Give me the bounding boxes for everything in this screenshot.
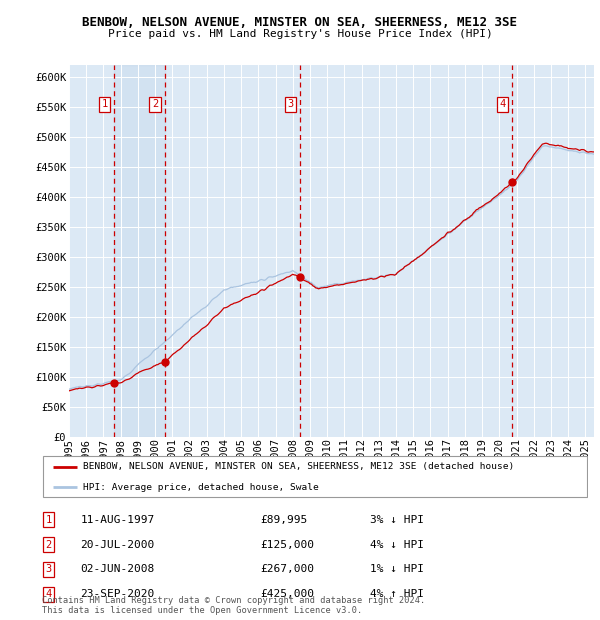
Text: BENBOW, NELSON AVENUE, MINSTER ON SEA, SHEERNESS, ME12 3SE: BENBOW, NELSON AVENUE, MINSTER ON SEA, S… [83, 16, 517, 29]
Text: BENBOW, NELSON AVENUE, MINSTER ON SEA, SHEERNESS, ME12 3SE (detached house): BENBOW, NELSON AVENUE, MINSTER ON SEA, S… [83, 462, 514, 471]
Text: 3: 3 [287, 99, 293, 109]
Text: 2: 2 [152, 99, 158, 109]
Text: 23-SEP-2020: 23-SEP-2020 [80, 590, 154, 600]
Text: HPI: Average price, detached house, Swale: HPI: Average price, detached house, Swal… [83, 482, 319, 492]
Text: 1: 1 [101, 99, 107, 109]
Text: 4: 4 [46, 590, 52, 600]
Text: 2: 2 [46, 539, 52, 549]
Text: £267,000: £267,000 [260, 564, 314, 575]
FancyBboxPatch shape [43, 456, 587, 497]
Text: £89,995: £89,995 [260, 515, 308, 525]
Text: Contains HM Land Registry data © Crown copyright and database right 2024.
This d: Contains HM Land Registry data © Crown c… [42, 596, 425, 615]
Bar [114, 65, 164, 437]
Text: 20-JUL-2000: 20-JUL-2000 [80, 539, 154, 549]
Text: 3% ↓ HPI: 3% ↓ HPI [370, 515, 424, 525]
Text: 1% ↓ HPI: 1% ↓ HPI [370, 564, 424, 575]
Text: £425,000: £425,000 [260, 590, 314, 600]
Text: 3: 3 [46, 564, 52, 575]
Text: 4% ↑ HPI: 4% ↑ HPI [370, 590, 424, 600]
Text: 4: 4 [499, 99, 506, 109]
Text: 1: 1 [46, 515, 52, 525]
Text: Price paid vs. HM Land Registry's House Price Index (HPI): Price paid vs. HM Land Registry's House … [107, 29, 493, 39]
Text: 4% ↓ HPI: 4% ↓ HPI [370, 539, 424, 549]
Text: 11-AUG-1997: 11-AUG-1997 [80, 515, 154, 525]
Text: 02-JUN-2008: 02-JUN-2008 [80, 564, 154, 575]
Text: £125,000: £125,000 [260, 539, 314, 549]
